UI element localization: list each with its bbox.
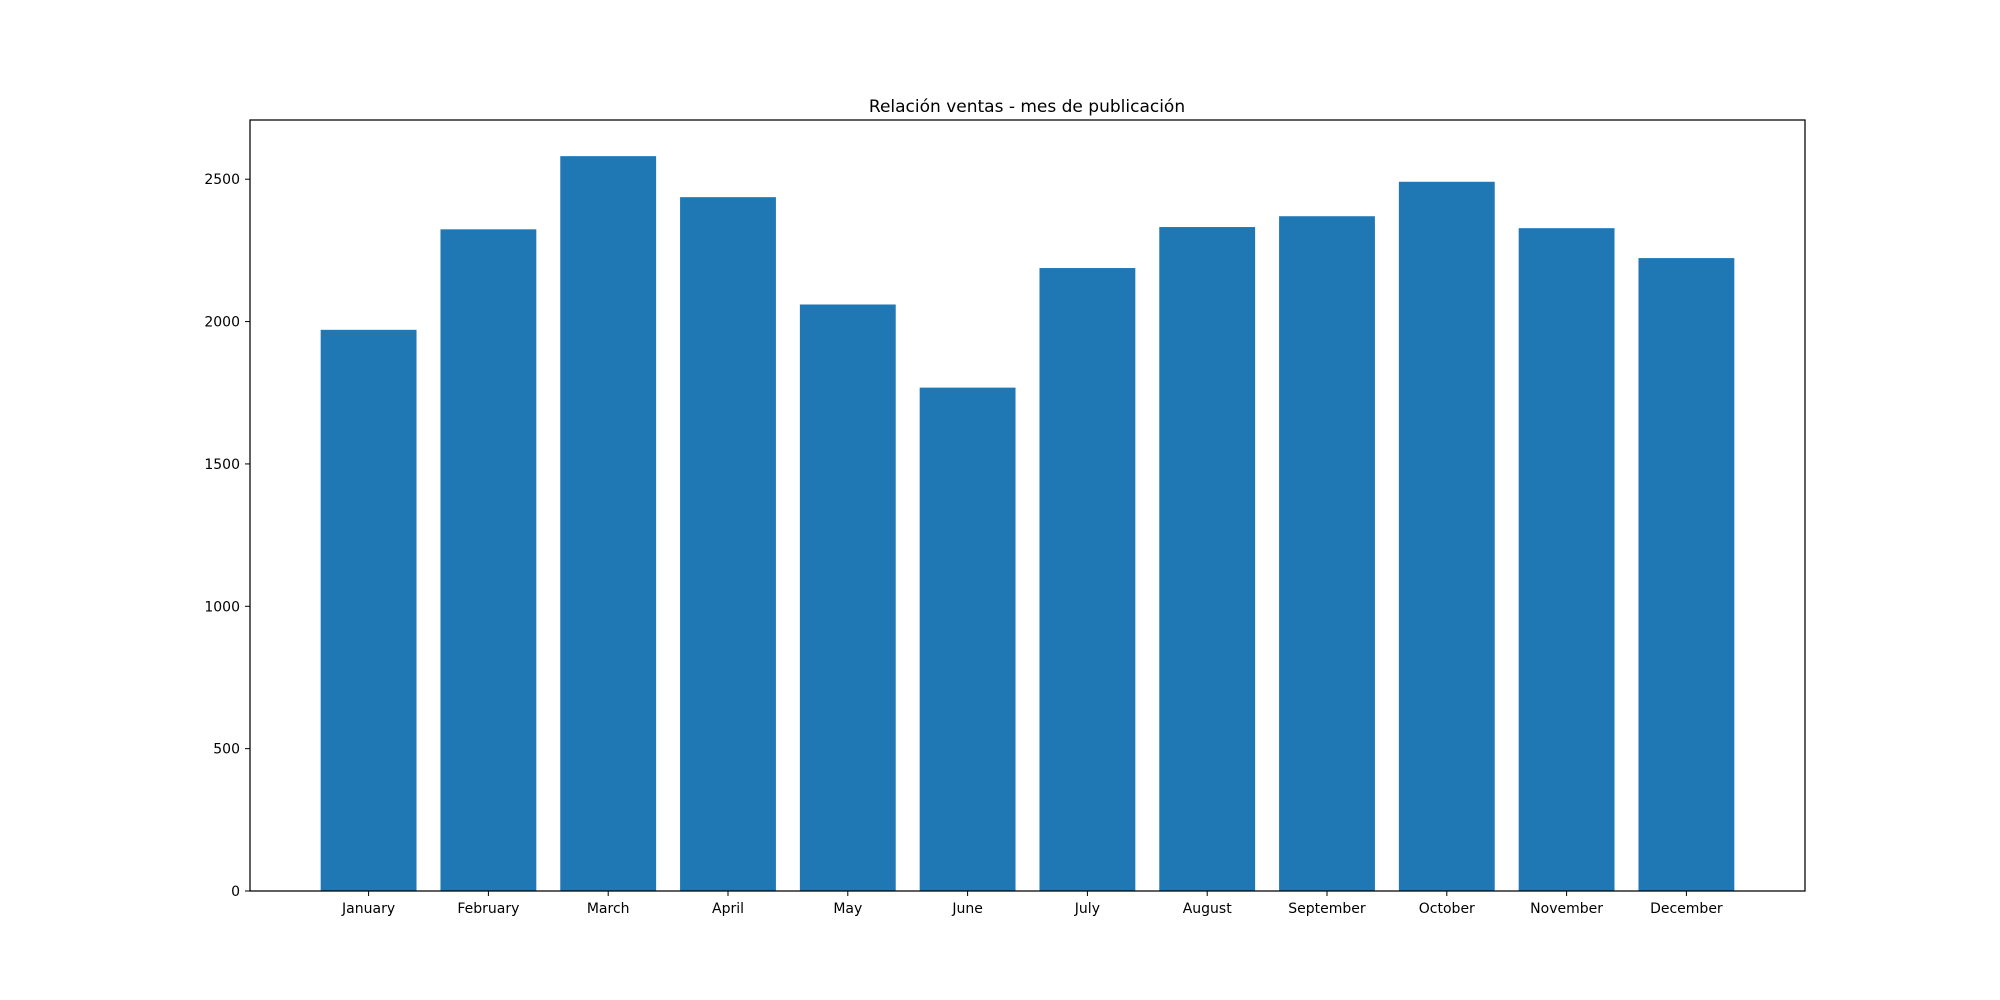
bar-april xyxy=(680,197,776,891)
bar-december xyxy=(1638,258,1735,892)
y-tick-label: 2000 xyxy=(204,315,240,331)
chart-title: Relación ventas - mes de publicación xyxy=(869,97,1185,117)
bar-october xyxy=(1398,181,1495,891)
bar-august xyxy=(1159,227,1256,892)
x-axis: January February March April May June July Augu… xyxy=(341,891,1723,917)
y-axis: 0 500 1000 1500 2000 2500 xyxy=(204,172,250,900)
x-tick-label: November xyxy=(1530,901,1603,917)
bar-may xyxy=(799,304,896,891)
bar-july xyxy=(1039,268,1136,891)
bar-february xyxy=(440,229,537,891)
x-tick-label: August xyxy=(1183,901,1233,917)
x-tick-label: February xyxy=(457,901,519,917)
y-tick-label: 1500 xyxy=(204,457,240,473)
x-tick-label: March xyxy=(587,901,630,917)
x-tick-label: April xyxy=(712,901,744,917)
bar-june xyxy=(919,387,1016,891)
x-tick-label: December xyxy=(1650,901,1723,917)
x-tick-label: June xyxy=(951,901,983,917)
y-tick-label: 0 xyxy=(231,884,240,900)
bar-september xyxy=(1279,216,1375,892)
y-tick-label: 2500 xyxy=(204,172,240,188)
y-tick-label: 1000 xyxy=(204,599,240,615)
plot-frame xyxy=(249,119,1806,892)
bars-group xyxy=(320,156,1735,892)
x-tick-label: May xyxy=(833,901,862,917)
x-tick-label: September xyxy=(1288,901,1366,917)
y-tick-label: 500 xyxy=(213,742,240,758)
x-tick-label: January xyxy=(341,901,395,917)
bar-november xyxy=(1518,228,1615,891)
x-tick-label: October xyxy=(1419,901,1475,917)
bar-january xyxy=(320,329,417,892)
bar-march xyxy=(560,156,657,891)
x-tick-label: July xyxy=(1074,901,1100,917)
